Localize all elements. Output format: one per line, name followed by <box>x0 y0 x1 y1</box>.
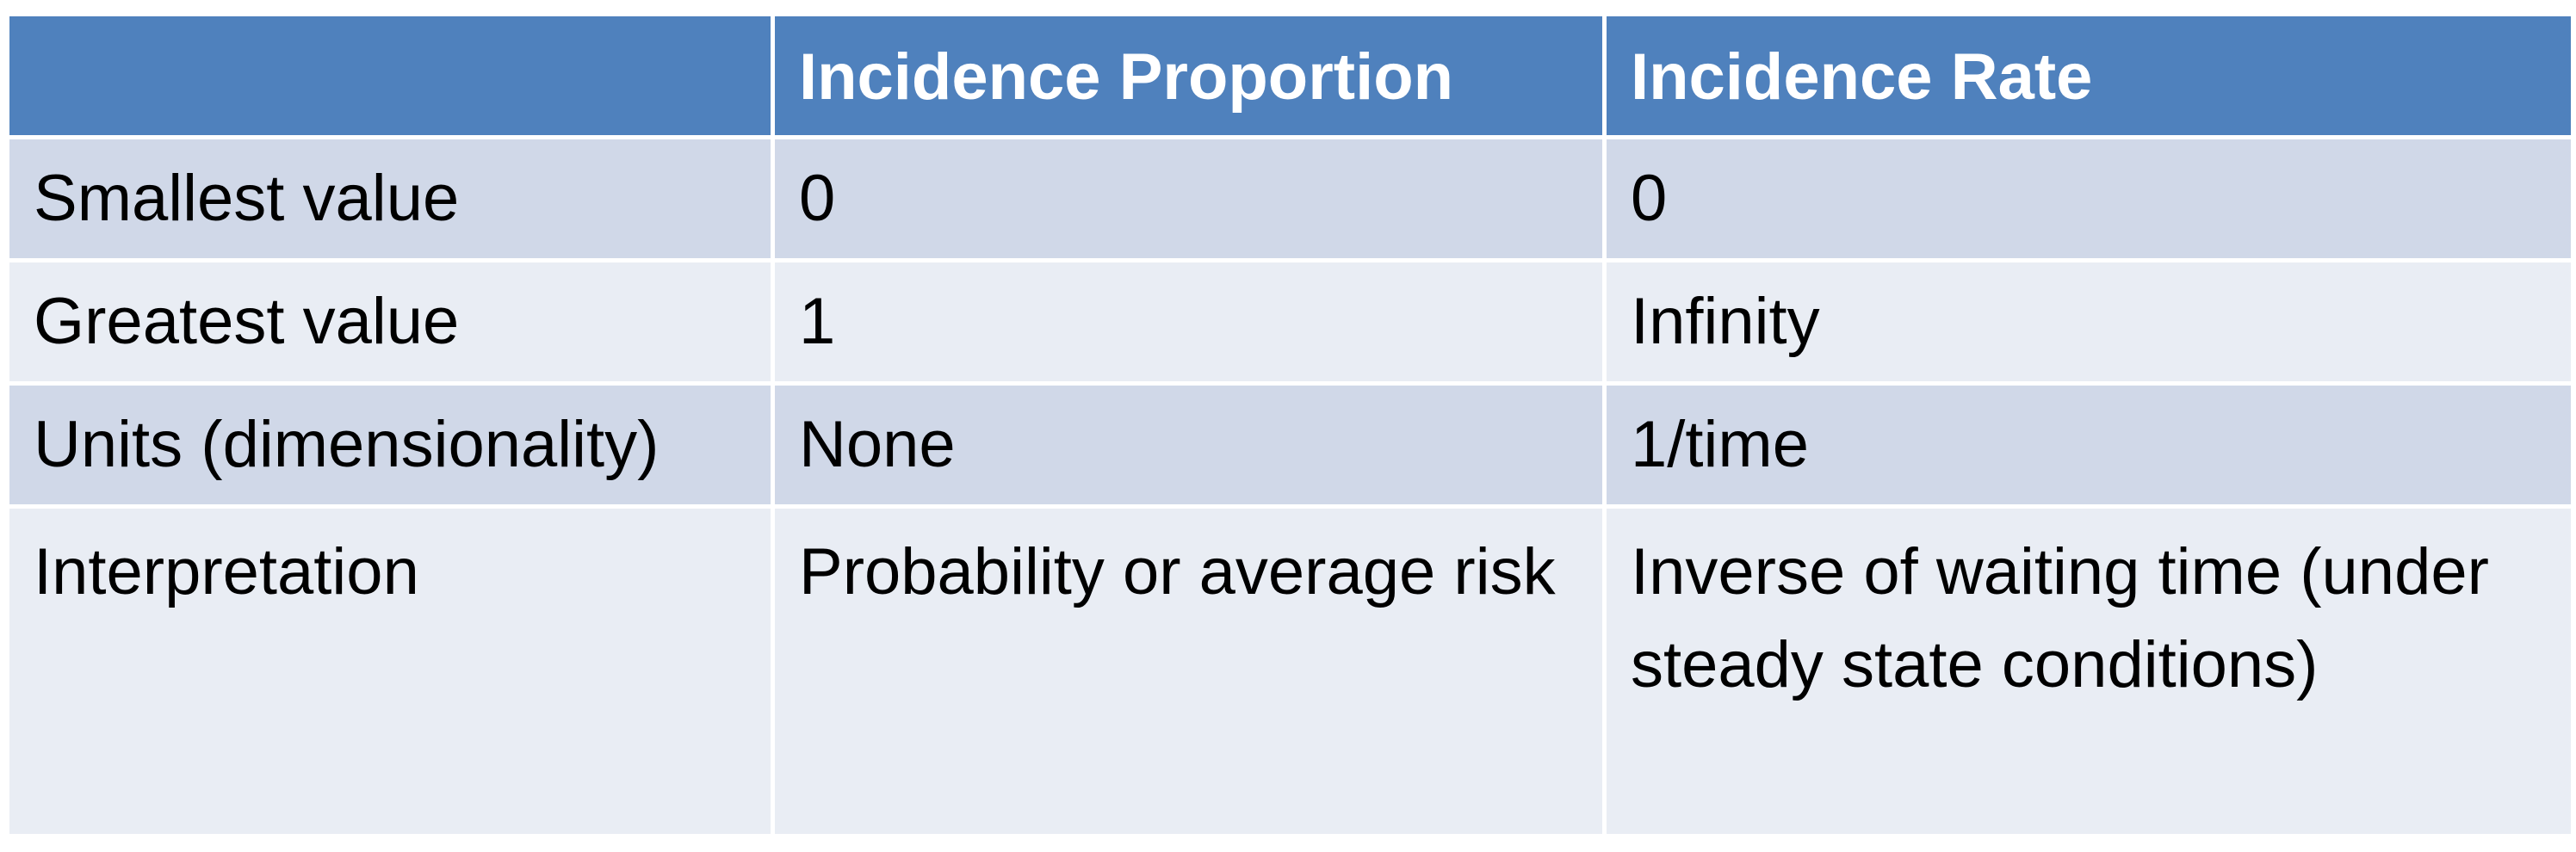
comparison-table-container: Incidence Proportion Incidence Rate Smal… <box>5 12 2575 838</box>
cell-rate-interpretation: Inverse of waiting time (under steady st… <box>1602 504 2575 838</box>
header-cell-empty <box>5 12 775 139</box>
cell-proportion-units: None <box>771 381 1607 509</box>
table-row: Smallest value 0 0 <box>5 135 2575 262</box>
row-label-interpretation: Interpretation <box>5 504 775 838</box>
cell-proportion-interpretation: Probability or average risk <box>771 504 1607 838</box>
table-header-row: Incidence Proportion Incidence Rate <box>5 12 2575 139</box>
cell-rate-units: 1/time <box>1602 381 2575 509</box>
comparison-table: Incidence Proportion Incidence Rate Smal… <box>5 12 2575 838</box>
cell-rate-smallest: 0 <box>1602 135 2575 262</box>
header-cell-incidence-proportion: Incidence Proportion <box>771 12 1607 139</box>
row-label-smallest-value: Smallest value <box>5 135 775 262</box>
table-row: Greatest value 1 Infinity <box>5 258 2575 386</box>
table-row: Units (dimensionality) None 1/time <box>5 381 2575 509</box>
row-label-greatest-value: Greatest value <box>5 258 775 386</box>
header-cell-incidence-rate: Incidence Rate <box>1602 12 2575 139</box>
cell-proportion-smallest: 0 <box>771 135 1607 262</box>
row-label-units: Units (dimensionality) <box>5 381 775 509</box>
table-row: Interpretation Probability or average ri… <box>5 504 2575 838</box>
cell-proportion-greatest: 1 <box>771 258 1607 386</box>
cell-rate-greatest: Infinity <box>1602 258 2575 386</box>
